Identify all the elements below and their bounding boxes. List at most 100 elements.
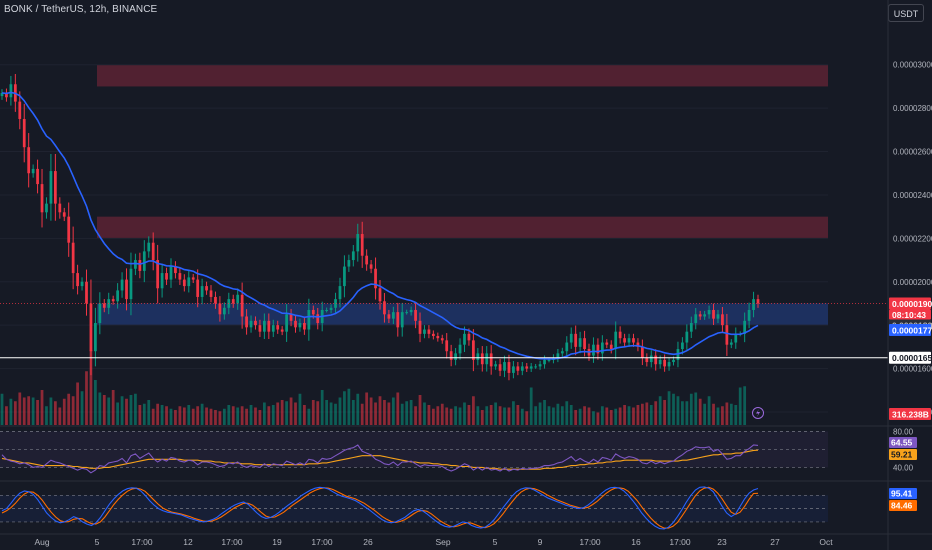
candle [378, 288, 382, 302]
volume-bar [489, 405, 493, 425]
volume-bar [654, 401, 658, 425]
date-tick-label: Aug [34, 537, 49, 547]
zone-blue-2 [97, 303, 828, 326]
volume-bar [298, 393, 302, 425]
volume-bar [440, 403, 444, 425]
volume-bar [9, 398, 13, 425]
volume-bar [672, 393, 675, 425]
volume-bar [605, 407, 609, 425]
date-tick-label: 19 [272, 537, 282, 547]
candle [369, 264, 373, 269]
candle [405, 312, 409, 314]
candle [698, 314, 702, 317]
candle [31, 168, 35, 174]
candle [134, 260, 137, 269]
volume-bar [543, 400, 546, 425]
candle [169, 266, 173, 280]
candle [383, 301, 386, 315]
candle [231, 299, 235, 304]
ema-badge-bg [889, 323, 931, 336]
volume-bar [516, 405, 520, 425]
candle [543, 359, 546, 365]
candle [663, 359, 666, 367]
rsi-line [1, 444, 759, 474]
candle [285, 314, 288, 332]
volume-bar [712, 403, 715, 425]
candle [569, 333, 573, 343]
lightning-icon [752, 407, 764, 419]
candle [98, 303, 102, 323]
candle [258, 325, 262, 332]
candle [654, 355, 658, 365]
hline-badge-bg [889, 351, 931, 364]
volume-bar [351, 400, 355, 425]
candle [85, 281, 88, 304]
candle [160, 273, 164, 289]
volume-bar [58, 407, 62, 425]
price-tick-label: 0.00003000 [893, 61, 932, 70]
volume-bar [725, 402, 729, 425]
candle [752, 299, 755, 310]
volume-bar [53, 401, 57, 425]
candle [632, 338, 635, 343]
volume-bar [271, 405, 275, 425]
candle [454, 353, 457, 360]
volume-bar [685, 401, 689, 425]
candle [689, 322, 693, 332]
volume-bar [36, 400, 39, 425]
candle [254, 320, 257, 326]
volume-bar [178, 406, 182, 425]
candle [334, 299, 337, 308]
date-tick-label: 5 [95, 537, 100, 547]
volume-bar [236, 407, 240, 425]
price-tick-label: 0.00002800 [893, 104, 932, 113]
candle [102, 303, 106, 308]
candle [747, 309, 751, 321]
volume-bar [614, 408, 618, 425]
volume-bar [374, 402, 377, 425]
volume-bar [289, 397, 293, 425]
volume-bar [547, 406, 551, 425]
candle [71, 242, 75, 274]
candle [316, 314, 320, 323]
candle [534, 366, 538, 368]
volume-bar [147, 400, 151, 425]
candle [365, 255, 369, 265]
candle [40, 184, 44, 213]
candle [329, 307, 333, 310]
volume-bar [609, 410, 613, 425]
volume-bar [222, 408, 226, 425]
candle [445, 340, 449, 352]
volume-bar [98, 392, 102, 425]
ema-layer [1, 91, 759, 360]
rsi-pane: 80.00 40.00 64.55 59.21 [0, 427, 917, 474]
volume-bar [476, 406, 480, 425]
candle [734, 333, 738, 343]
candle [182, 279, 186, 287]
candle [156, 260, 160, 289]
candle [560, 351, 564, 354]
volume-bar [303, 405, 306, 425]
candle [178, 273, 182, 280]
volume-bar [485, 406, 489, 425]
last-price-badge: 0.00001901 [892, 299, 932, 309]
candle [472, 340, 475, 360]
volume-bar [658, 396, 662, 425]
volume-bar [574, 410, 578, 425]
stoch-rsi-pane: 95.41 84.46 [0, 486, 917, 530]
rsi-value-badge: 64.55 [891, 438, 913, 448]
candle [262, 320, 266, 332]
candle [27, 147, 31, 174]
volume-bar [707, 396, 711, 425]
candle [196, 279, 200, 297]
candle [307, 309, 311, 330]
price-tick-label: 0.00001600 [893, 365, 932, 374]
zone-red-1 [97, 216, 828, 239]
volume-layer [0, 350, 747, 425]
volume-bar [338, 397, 342, 425]
volume-bar [596, 412, 600, 425]
volume-bar [231, 406, 235, 425]
volume-bar [458, 407, 462, 425]
date-tick-label: 17:00 [311, 537, 333, 547]
